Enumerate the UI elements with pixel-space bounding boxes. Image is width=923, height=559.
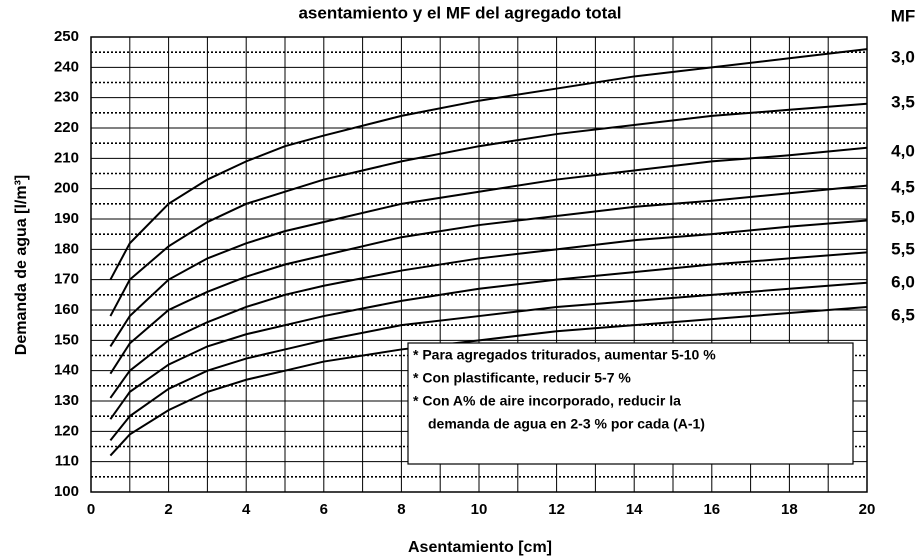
x-tick-label: 4 (242, 501, 251, 518)
series-label: 5,0 (891, 207, 915, 226)
y-tick-label: 170 (54, 271, 79, 288)
note-text: * Con A% de aire incorporado, reducir la (413, 393, 681, 409)
series-line (109, 219, 868, 399)
y-tick-label: 230 (54, 89, 79, 106)
series-line (109, 281, 868, 442)
y-tick-label: 180 (54, 240, 79, 257)
x-tick-label: 0 (87, 501, 95, 518)
x-tick-label: 10 (471, 501, 488, 518)
series-label: 5,5 (891, 239, 915, 258)
y-tick-label: 220 (54, 119, 79, 136)
note-text: * Para agregados triturados, aumentar 5-… (413, 347, 716, 363)
chart-title: asentamiento y el MF del agregado total (298, 3, 621, 22)
x-tick-label: 12 (548, 501, 565, 518)
x-tick-label: 2 (164, 501, 172, 518)
plot-frame (90, 36, 868, 493)
y-tick-label: 210 (54, 149, 79, 166)
series-line (109, 305, 868, 457)
x-tick-label: 8 (397, 501, 405, 518)
y-tick-label: 140 (54, 362, 79, 379)
series-label: 4,0 (891, 141, 915, 160)
series-line (109, 184, 868, 375)
y-tick-label: 160 (54, 301, 79, 318)
y-tick-label: 110 (55, 453, 79, 470)
y-tick-label: 200 (54, 180, 79, 197)
x-tick-label: 6 (320, 501, 328, 518)
y-tick-label: 150 (54, 331, 79, 348)
series-label: 4,5 (891, 177, 915, 196)
x-tick-label: 20 (859, 501, 876, 518)
y-tick-label: 100 (54, 483, 79, 500)
series-line (109, 251, 868, 420)
note-text: demanda de agua en 2-3 % por cada (A-1) (428, 416, 705, 432)
x-tick-label: 18 (781, 501, 798, 518)
series-label: 3,5 (891, 92, 915, 111)
y-tick-label: 250 (54, 28, 79, 45)
y-tick-label: 240 (54, 58, 79, 75)
series-line (109, 102, 868, 317)
series-line (109, 48, 868, 281)
legend-title: MF (891, 6, 916, 25)
x-tick-label: 16 (703, 501, 720, 518)
x-tick-label: 14 (626, 501, 643, 518)
y-tick-label: 130 (54, 392, 79, 409)
series-line (109, 146, 868, 347)
series-label: 6,0 (891, 272, 915, 291)
note-box (407, 342, 854, 465)
y-axis-label: Demanda de agua [l/m³] (13, 175, 30, 355)
x-axis-label: Asentamiento [cm] (408, 539, 552, 556)
y-tick-label: 190 (54, 210, 79, 227)
y-tick-label: 120 (54, 422, 79, 439)
series-label: 3,0 (891, 47, 915, 66)
series-label: 6,5 (891, 305, 915, 324)
note-text: * Con plastificante, reducir 5-7 % (413, 370, 631, 386)
